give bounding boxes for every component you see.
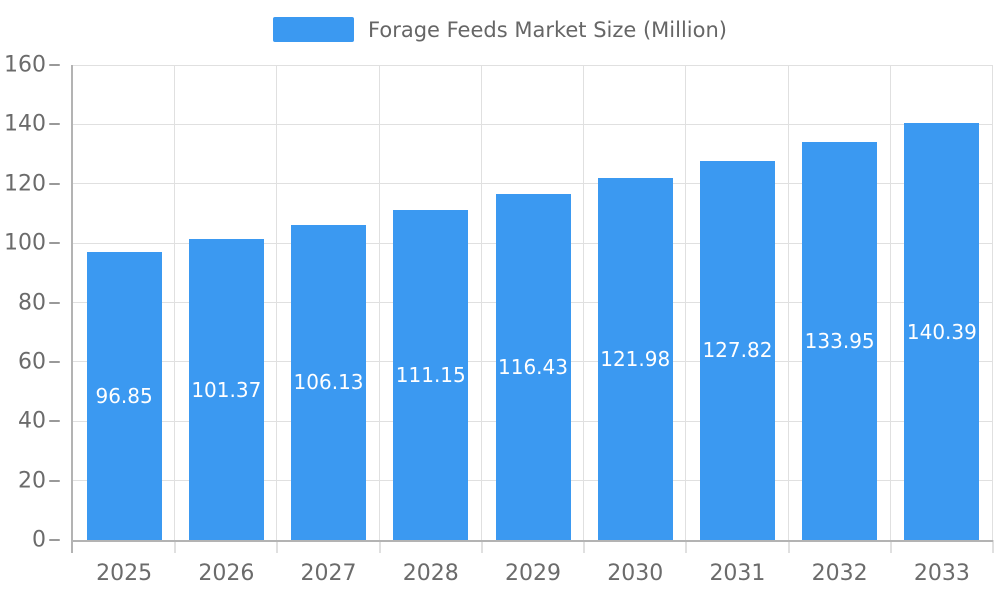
x-axis-tick — [276, 540, 279, 553]
x-gridline — [889, 65, 891, 540]
x-gridline — [787, 65, 789, 540]
bar[interactable]: 121.98 — [597, 177, 673, 540]
bar-value-label: 116.43 — [498, 355, 568, 380]
legend-swatch[interactable] — [273, 17, 355, 42]
x-axis-tick — [787, 540, 790, 553]
x-axis-tick — [685, 540, 688, 553]
x-axis-tick — [992, 540, 994, 553]
bar[interactable]: 96.85 — [86, 252, 162, 540]
x-axis-label: 2032 — [811, 561, 868, 586]
x-gridline — [992, 65, 993, 540]
bar[interactable]: 127.82 — [699, 160, 775, 540]
bar-value-label: 140.39 — [906, 319, 977, 344]
x-axis-label: 2033 — [913, 561, 970, 586]
x-gridline — [378, 65, 380, 540]
bar-value-label: 111.15 — [395, 363, 466, 388]
bar[interactable]: 101.37 — [188, 239, 264, 540]
bar[interactable]: 140.39 — [904, 123, 980, 540]
x-gridline — [174, 65, 176, 540]
x-axis-tick — [480, 540, 483, 553]
y-gridline — [73, 64, 993, 66]
y-axis-line — [71, 65, 73, 553]
x-gridline — [685, 65, 687, 540]
x-axis-line — [71, 540, 993, 542]
y-axis-label: 40 — [18, 408, 46, 434]
x-axis-tick — [174, 540, 177, 553]
bar-value-label: 127.82 — [702, 338, 773, 363]
y-axis-tick — [49, 360, 60, 363]
legend[interactable]: Forage Feeds Market Size (Million) — [0, 17, 1000, 42]
y-axis-tick — [49, 64, 60, 66]
x-axis-label: 2025 — [96, 561, 153, 586]
x-axis-label: 2030 — [607, 561, 664, 586]
y-gridline — [73, 123, 993, 125]
bar-value-label: 106.13 — [293, 370, 364, 395]
y-axis-tick — [49, 242, 60, 245]
x-gridline — [276, 65, 278, 540]
y-axis-label: 80 — [18, 290, 46, 315]
bar-value-label: 101.37 — [191, 377, 262, 402]
legend-label: Forage Feeds Market Size (Million) — [368, 17, 727, 42]
y-axis-tick — [49, 420, 60, 423]
x-axis-tick — [378, 540, 381, 553]
bar[interactable]: 111.15 — [393, 210, 469, 540]
y-axis-tick — [49, 479, 60, 482]
y-axis-tick — [49, 301, 60, 304]
bar-value-label: 96.85 — [95, 384, 153, 409]
x-axis-tick — [889, 540, 892, 553]
y-axis-tick — [49, 123, 60, 126]
y-axis-label: 160 — [4, 52, 46, 78]
bar-value-label: 121.98 — [600, 346, 671, 371]
bar[interactable]: 116.43 — [495, 194, 571, 540]
plot-area: 96.85 101.37 106.13 111.15 116.43 121.98 127.8… — [4, 53, 994, 586]
x-axis-label: 2026 — [198, 561, 255, 586]
y-axis-label: 100 — [4, 230, 46, 256]
x-axis-label: 2029 — [505, 561, 561, 586]
x-gridline — [480, 65, 482, 540]
bar[interactable]: 106.13 — [291, 224, 367, 540]
y-axis-label: 60 — [18, 349, 46, 375]
bar[interactable]: 133.95 — [802, 142, 878, 540]
y-axis-label: 0 — [32, 527, 46, 553]
x-gridline — [583, 65, 585, 540]
x-axis-label: 2031 — [709, 561, 766, 586]
y-axis-tick — [49, 182, 60, 185]
x-axis-label: 2027 — [300, 561, 357, 586]
x-axis-tick — [583, 540, 586, 553]
bar-value-label: 133.95 — [804, 329, 875, 354]
y-axis-tick — [49, 539, 60, 541]
x-axis-label: 2028 — [402, 561, 459, 586]
y-axis-label: 120 — [4, 171, 46, 197]
y-axis-label: 20 — [18, 468, 46, 494]
y-axis-label: 140 — [4, 111, 46, 137]
y-gridline — [73, 183, 993, 185]
